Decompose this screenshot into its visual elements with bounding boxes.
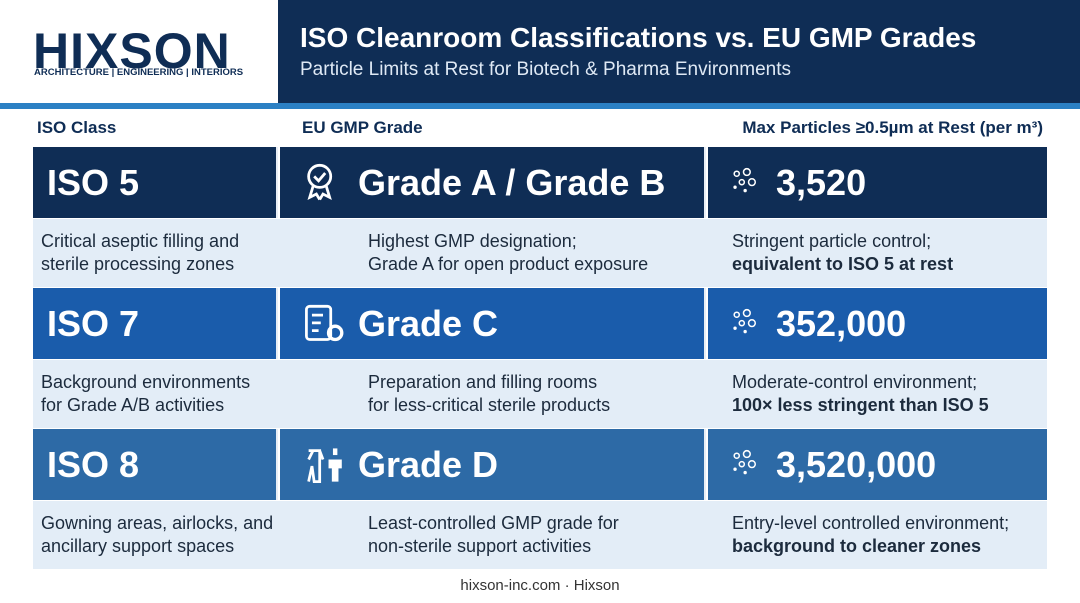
- column-header: ISO Class: [37, 118, 117, 137]
- description-line: Entry-level controlled environment;: [732, 513, 1010, 533]
- description-emphasis: background to cleaner zones: [732, 536, 982, 556]
- description: Preparation and filling rooms for less-cr…: [280, 360, 708, 428]
- particle-limit: 3,520: [776, 161, 867, 203]
- icon: [302, 303, 344, 345]
- iso-class: ISO 7: [47, 302, 140, 344]
- description: Least-controlled GMP grade for non-steril…: [280, 501, 708, 569]
- row-cell: 3,520,000: [708, 429, 1047, 500]
- description-line: Highest GMP designation;: [368, 231, 577, 251]
- tagline: ARCHITECTURE | ENGINEERING | INTERIORS: [34, 67, 244, 78]
- description-line: for Grade A/B activities: [41, 395, 225, 415]
- header-band: [278, 0, 1080, 103]
- description-line: Moderate-control environment;: [732, 372, 978, 392]
- row-cell: Grade A / Grade B: [280, 147, 706, 218]
- row-cell: Grade C: [280, 288, 706, 359]
- icon: [730, 449, 762, 481]
- particle-limit: 352,000: [776, 302, 907, 344]
- description: Highest GMP designation; Grade A for open…: [280, 219, 708, 287]
- description-emphasis: equivalent to ISO 5 at rest: [732, 254, 954, 274]
- column-header: EU GMP Grade: [302, 118, 423, 137]
- accent-strip: [0, 103, 1080, 109]
- iso-class: ISO 5: [47, 161, 140, 203]
- subtitle: Particle Limits at Rest for Biotech & Ph…: [300, 59, 792, 80]
- icon: [730, 308, 762, 340]
- description: Background environments for Grade A/B act…: [33, 360, 280, 428]
- description-line: Preparation and filling rooms: [368, 372, 598, 392]
- description-line: ancillary support spaces: [41, 536, 235, 556]
- description-line: sterile processing zones: [41, 254, 235, 274]
- particle-limit: 3,520,000: [776, 443, 937, 485]
- iso-class: ISO 8: [47, 443, 140, 485]
- icon: [730, 167, 762, 199]
- description-line: Background environments: [41, 372, 251, 392]
- description-line: Least-controlled GMP grade for: [368, 513, 619, 533]
- gmp-grade: Grade C: [358, 302, 499, 344]
- title: ISO Cleanroom Classifications vs. EU GMP…: [300, 22, 977, 53]
- description-line: Critical aseptic filling and: [41, 231, 240, 251]
- description: Gowning areas, airlocks, and ancillary su…: [33, 501, 280, 569]
- description-line: Grade A for open product exposure: [368, 254, 649, 274]
- description-line: Gowning areas, airlocks, and: [41, 513, 274, 533]
- icon: [302, 444, 344, 486]
- row-cell: ISO 8: [33, 429, 278, 500]
- description: Stringent particle control; equivalent to…: [708, 219, 1047, 287]
- row-cell: 352,000: [708, 288, 1047, 359]
- description: Moderate-control environment; 100× less s…: [708, 360, 1047, 428]
- row-cell: 3,520: [708, 147, 1047, 218]
- row-cell: ISO 5: [33, 147, 278, 218]
- gmp-grade: Grade A / Grade B: [358, 161, 666, 203]
- logo: HIXSON: [33, 23, 231, 79]
- row-cell: ISO 7: [33, 288, 278, 359]
- footer: hixson-inc.com · Hixson: [460, 577, 620, 594]
- description-line: for less-critical sterile products: [368, 395, 611, 415]
- row-cell: Grade D: [280, 429, 706, 500]
- column-header: Max Particles ≥0.5µm at Rest (per m³): [742, 118, 1043, 137]
- gmp-grade: Grade D: [358, 443, 499, 485]
- icon: [302, 162, 344, 204]
- description-emphasis: 100× less stringent than ISO 5: [732, 395, 989, 415]
- description: Critical aseptic filling and sterile proc…: [33, 219, 280, 287]
- description-line: non-sterile support activities: [368, 536, 592, 556]
- description-line: Stringent particle control;: [732, 231, 932, 251]
- description: Entry-level controlled environment; backg…: [708, 501, 1047, 569]
